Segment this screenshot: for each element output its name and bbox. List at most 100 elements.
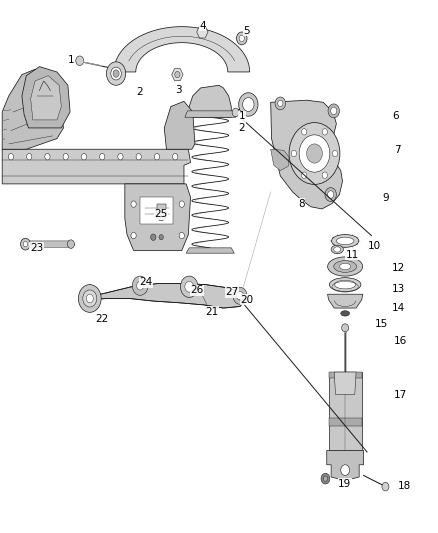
Polygon shape <box>125 184 191 251</box>
Circle shape <box>323 476 328 481</box>
Circle shape <box>179 201 184 207</box>
Polygon shape <box>27 241 72 247</box>
Circle shape <box>173 154 178 160</box>
Circle shape <box>243 98 254 111</box>
Text: 20: 20 <box>240 295 253 304</box>
Polygon shape <box>271 149 289 171</box>
Polygon shape <box>114 27 250 72</box>
Circle shape <box>382 482 389 491</box>
Circle shape <box>278 100 283 107</box>
Polygon shape <box>271 100 343 209</box>
Circle shape <box>159 211 164 217</box>
Circle shape <box>111 67 121 80</box>
Circle shape <box>151 234 156 240</box>
Text: 25: 25 <box>154 209 167 219</box>
Text: 24: 24 <box>139 278 152 287</box>
Circle shape <box>132 276 148 295</box>
Text: 15: 15 <box>374 319 388 329</box>
Text: 6: 6 <box>392 111 399 121</box>
Text: 11: 11 <box>346 250 359 260</box>
Circle shape <box>302 128 307 135</box>
Circle shape <box>328 104 339 118</box>
Ellipse shape <box>340 263 350 270</box>
Polygon shape <box>31 76 61 120</box>
Circle shape <box>232 108 239 117</box>
Circle shape <box>289 123 340 184</box>
Text: 4: 4 <box>199 21 206 30</box>
Circle shape <box>86 294 93 303</box>
Text: 9: 9 <box>382 193 389 203</box>
Polygon shape <box>186 248 234 253</box>
Text: 13: 13 <box>392 284 405 294</box>
Ellipse shape <box>328 257 363 276</box>
Circle shape <box>341 465 350 475</box>
Circle shape <box>78 285 101 312</box>
Ellipse shape <box>336 237 354 245</box>
Polygon shape <box>197 26 208 38</box>
Text: 16: 16 <box>393 336 406 346</box>
Text: 26: 26 <box>191 286 204 295</box>
Circle shape <box>156 208 166 221</box>
Circle shape <box>307 144 322 163</box>
Polygon shape <box>328 372 362 378</box>
Text: 22: 22 <box>95 314 109 324</box>
Text: 2: 2 <box>136 87 142 96</box>
Polygon shape <box>22 67 70 128</box>
Circle shape <box>99 154 105 160</box>
Circle shape <box>159 235 163 240</box>
Text: 14: 14 <box>392 303 405 313</box>
Circle shape <box>27 154 32 160</box>
Circle shape <box>175 71 180 78</box>
Circle shape <box>131 201 136 207</box>
Circle shape <box>233 287 247 304</box>
Text: 12: 12 <box>392 263 405 272</box>
Circle shape <box>83 290 97 307</box>
Circle shape <box>299 135 330 172</box>
Polygon shape <box>87 284 245 308</box>
Polygon shape <box>157 204 166 213</box>
Circle shape <box>322 128 327 135</box>
Circle shape <box>331 107 337 115</box>
Polygon shape <box>328 418 362 426</box>
Text: 17: 17 <box>394 391 407 400</box>
Circle shape <box>118 154 123 160</box>
Text: 8: 8 <box>298 199 304 208</box>
Circle shape <box>291 150 297 157</box>
Ellipse shape <box>334 247 341 252</box>
Polygon shape <box>172 69 183 80</box>
Polygon shape <box>2 149 191 184</box>
Circle shape <box>21 238 30 250</box>
Text: 5: 5 <box>243 26 250 36</box>
Circle shape <box>321 473 330 484</box>
Circle shape <box>301 172 307 179</box>
Ellipse shape <box>332 235 359 247</box>
Circle shape <box>322 172 327 179</box>
Circle shape <box>76 56 84 66</box>
Circle shape <box>131 232 136 239</box>
Circle shape <box>113 70 119 77</box>
Circle shape <box>237 292 244 300</box>
Circle shape <box>325 188 336 201</box>
Polygon shape <box>164 101 195 149</box>
Polygon shape <box>2 69 64 149</box>
Circle shape <box>185 281 194 292</box>
Ellipse shape <box>342 324 349 332</box>
Circle shape <box>328 191 334 198</box>
Circle shape <box>63 154 68 160</box>
Ellipse shape <box>335 280 356 289</box>
Text: 19: 19 <box>338 479 351 489</box>
Text: 27: 27 <box>226 287 239 297</box>
Ellipse shape <box>331 245 343 254</box>
Polygon shape <box>327 450 364 480</box>
Ellipse shape <box>329 278 361 292</box>
Text: 2: 2 <box>239 123 245 133</box>
Text: 18: 18 <box>398 481 411 491</box>
Circle shape <box>332 150 338 157</box>
Ellipse shape <box>341 311 350 316</box>
Polygon shape <box>188 85 231 117</box>
Text: 7: 7 <box>394 146 401 155</box>
Text: 23: 23 <box>30 243 43 253</box>
Circle shape <box>67 240 74 248</box>
Circle shape <box>81 154 87 160</box>
Circle shape <box>237 32 247 45</box>
